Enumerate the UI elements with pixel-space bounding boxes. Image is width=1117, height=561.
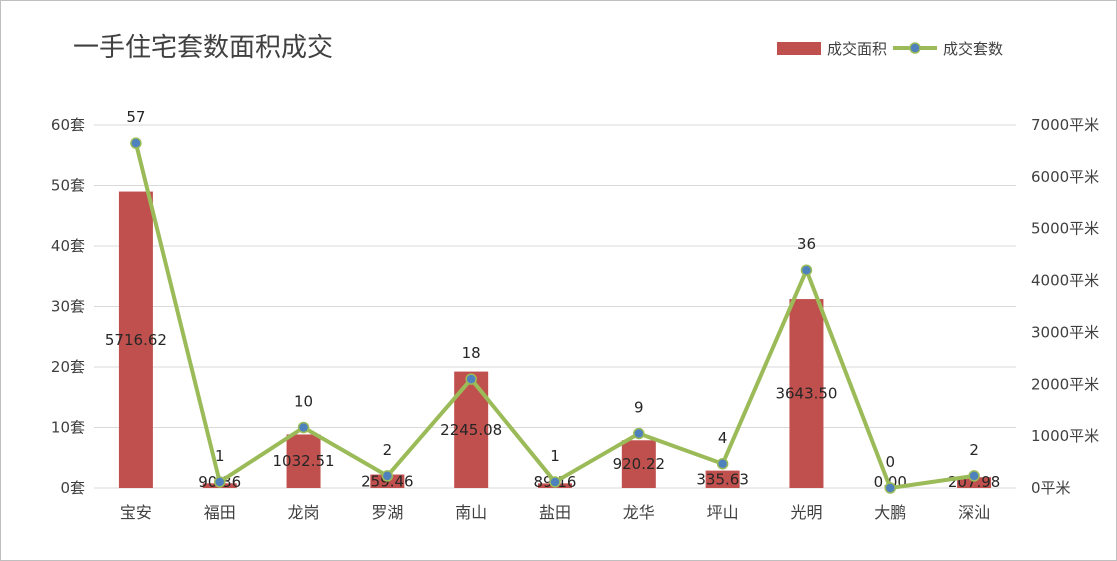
line-point [633, 427, 645, 440]
line-point [549, 476, 561, 488]
line-data-label: 1 [215, 447, 225, 465]
bar [957, 477, 992, 488]
bar-data-label: 920.22 [613, 455, 666, 473]
legend-item-area: 成交面积 [777, 38, 887, 59]
bar-data-label: 5716.62 [105, 331, 167, 349]
y-right-tick-label: 7000平米 [1031, 116, 1099, 134]
x-tick-label: 大鹏 [874, 503, 906, 522]
y-left-tick-label: 0套 [60, 479, 85, 497]
x-tick-label: 盐田 [539, 503, 571, 522]
bar [286, 434, 321, 488]
line-point [884, 482, 897, 494]
bar [789, 299, 824, 488]
legend-swatch-count [893, 42, 938, 54]
legend-label-count: 成交套数 [943, 39, 1004, 58]
line-data-label: 1 [550, 447, 560, 465]
x-tick-label: 深汕 [958, 503, 990, 522]
y-left-tick-label: 30套 [51, 298, 85, 316]
y-right-tick-label: 5000平米 [1031, 220, 1099, 238]
line-data-label: 10 [294, 393, 313, 411]
x-tick-label: 福田 [204, 503, 236, 522]
y-right-tick-label: 3000平米 [1031, 323, 1099, 341]
line-data-label: 18 [462, 344, 481, 362]
y-left-tick-label: 20套 [51, 358, 85, 376]
bar-data-label: 1032.51 [273, 452, 335, 470]
line-data-label: 2 [969, 441, 979, 459]
line-point [968, 470, 980, 482]
line-point [130, 137, 142, 149]
line-point [297, 421, 310, 434]
bar [621, 440, 656, 488]
legend-label-area: 成交面积 [827, 39, 888, 58]
line-data-label: 57 [126, 108, 145, 126]
bar-data-label: 335.63 [696, 470, 749, 488]
y-left-tick-label: 10套 [51, 419, 85, 437]
x-tick-label: 龙岗 [288, 503, 320, 522]
x-tick-label: 南山 [455, 503, 487, 522]
y-right-tick-label: 6000平米 [1031, 168, 1099, 186]
x-tick-label: 坪山 [707, 503, 739, 522]
line-point [716, 458, 729, 470]
chart-title: 一手住宅套数面积成交 [73, 33, 334, 63]
y-right-tick-label: 2000平米 [1031, 375, 1099, 393]
y-left-tick-label: 50套 [51, 177, 85, 195]
x-tick-label: 光明 [790, 503, 822, 522]
x-tick-label: 罗湖 [371, 503, 403, 522]
series-line-count [133, 142, 975, 490]
x-tick-label: 宝安 [120, 503, 152, 522]
x-tick-label: 龙华 [623, 503, 655, 522]
line-data-label: 2 [383, 441, 393, 459]
line-point [465, 373, 477, 385]
bar [118, 191, 153, 488]
y-right-tick-label: 1000平米 [1031, 427, 1099, 445]
line-point [800, 264, 813, 276]
bar [705, 470, 740, 488]
y-right-tick-label: 4000平米 [1031, 272, 1099, 290]
line-data-label: 36 [797, 235, 816, 253]
y-left-tick-label: 60套 [51, 116, 85, 134]
legend-swatch-area [777, 41, 821, 55]
line-data-label: 4 [718, 429, 728, 447]
line-data-label: 0 [885, 453, 895, 471]
line-data-label: 9 [634, 399, 644, 417]
y-right-tick-label: 0平米 [1031, 479, 1071, 497]
legend: 成交面积 成交套数 [777, 38, 1009, 58]
bar-data-label: 3643.50 [775, 385, 837, 403]
line-point [213, 476, 226, 488]
y-left-tick-label: 40套 [51, 237, 85, 255]
bar-data-label: 2245.08 [440, 421, 502, 439]
line-point [381, 470, 394, 482]
legend-item-count: 成交套数 [893, 38, 1003, 59]
